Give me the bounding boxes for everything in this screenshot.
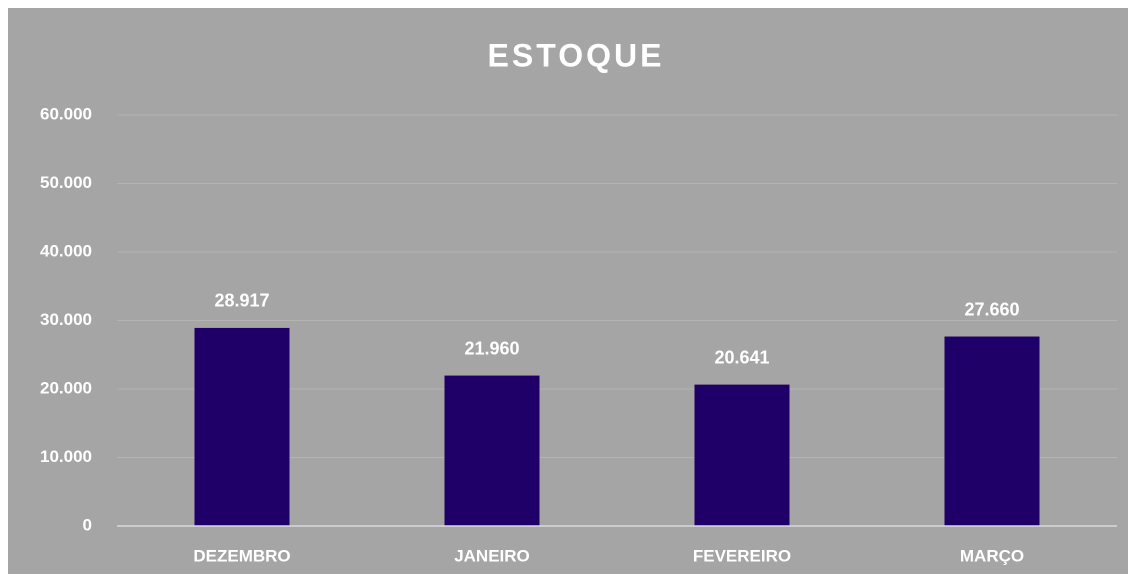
bar [444,375,540,526]
chart-title: ESTOQUE [488,37,665,73]
data-label: 20.641 [714,347,769,367]
x-tick-label: JANEIRO [454,546,530,565]
y-tick-label: 50.000 [40,173,92,192]
data-label: 21.960 [464,338,519,358]
y-tick-label: 60.000 [40,104,92,123]
y-tick-label: 10.000 [40,447,92,466]
y-tick-label: 40.000 [40,241,92,260]
x-tick-label: DEZEMBRO [193,546,290,565]
y-tick-label: 30.000 [40,310,92,329]
data-label: 27.660 [964,299,1019,319]
data-label: 28.917 [214,291,269,311]
y-tick-label: 20.000 [40,378,92,397]
bar [194,327,290,526]
x-tick-label: MARÇO [960,546,1024,565]
x-tick-label: FEVEREIRO [693,546,791,565]
y-tick-label: 0 [83,515,92,534]
bar [944,336,1040,526]
bar [694,384,790,526]
